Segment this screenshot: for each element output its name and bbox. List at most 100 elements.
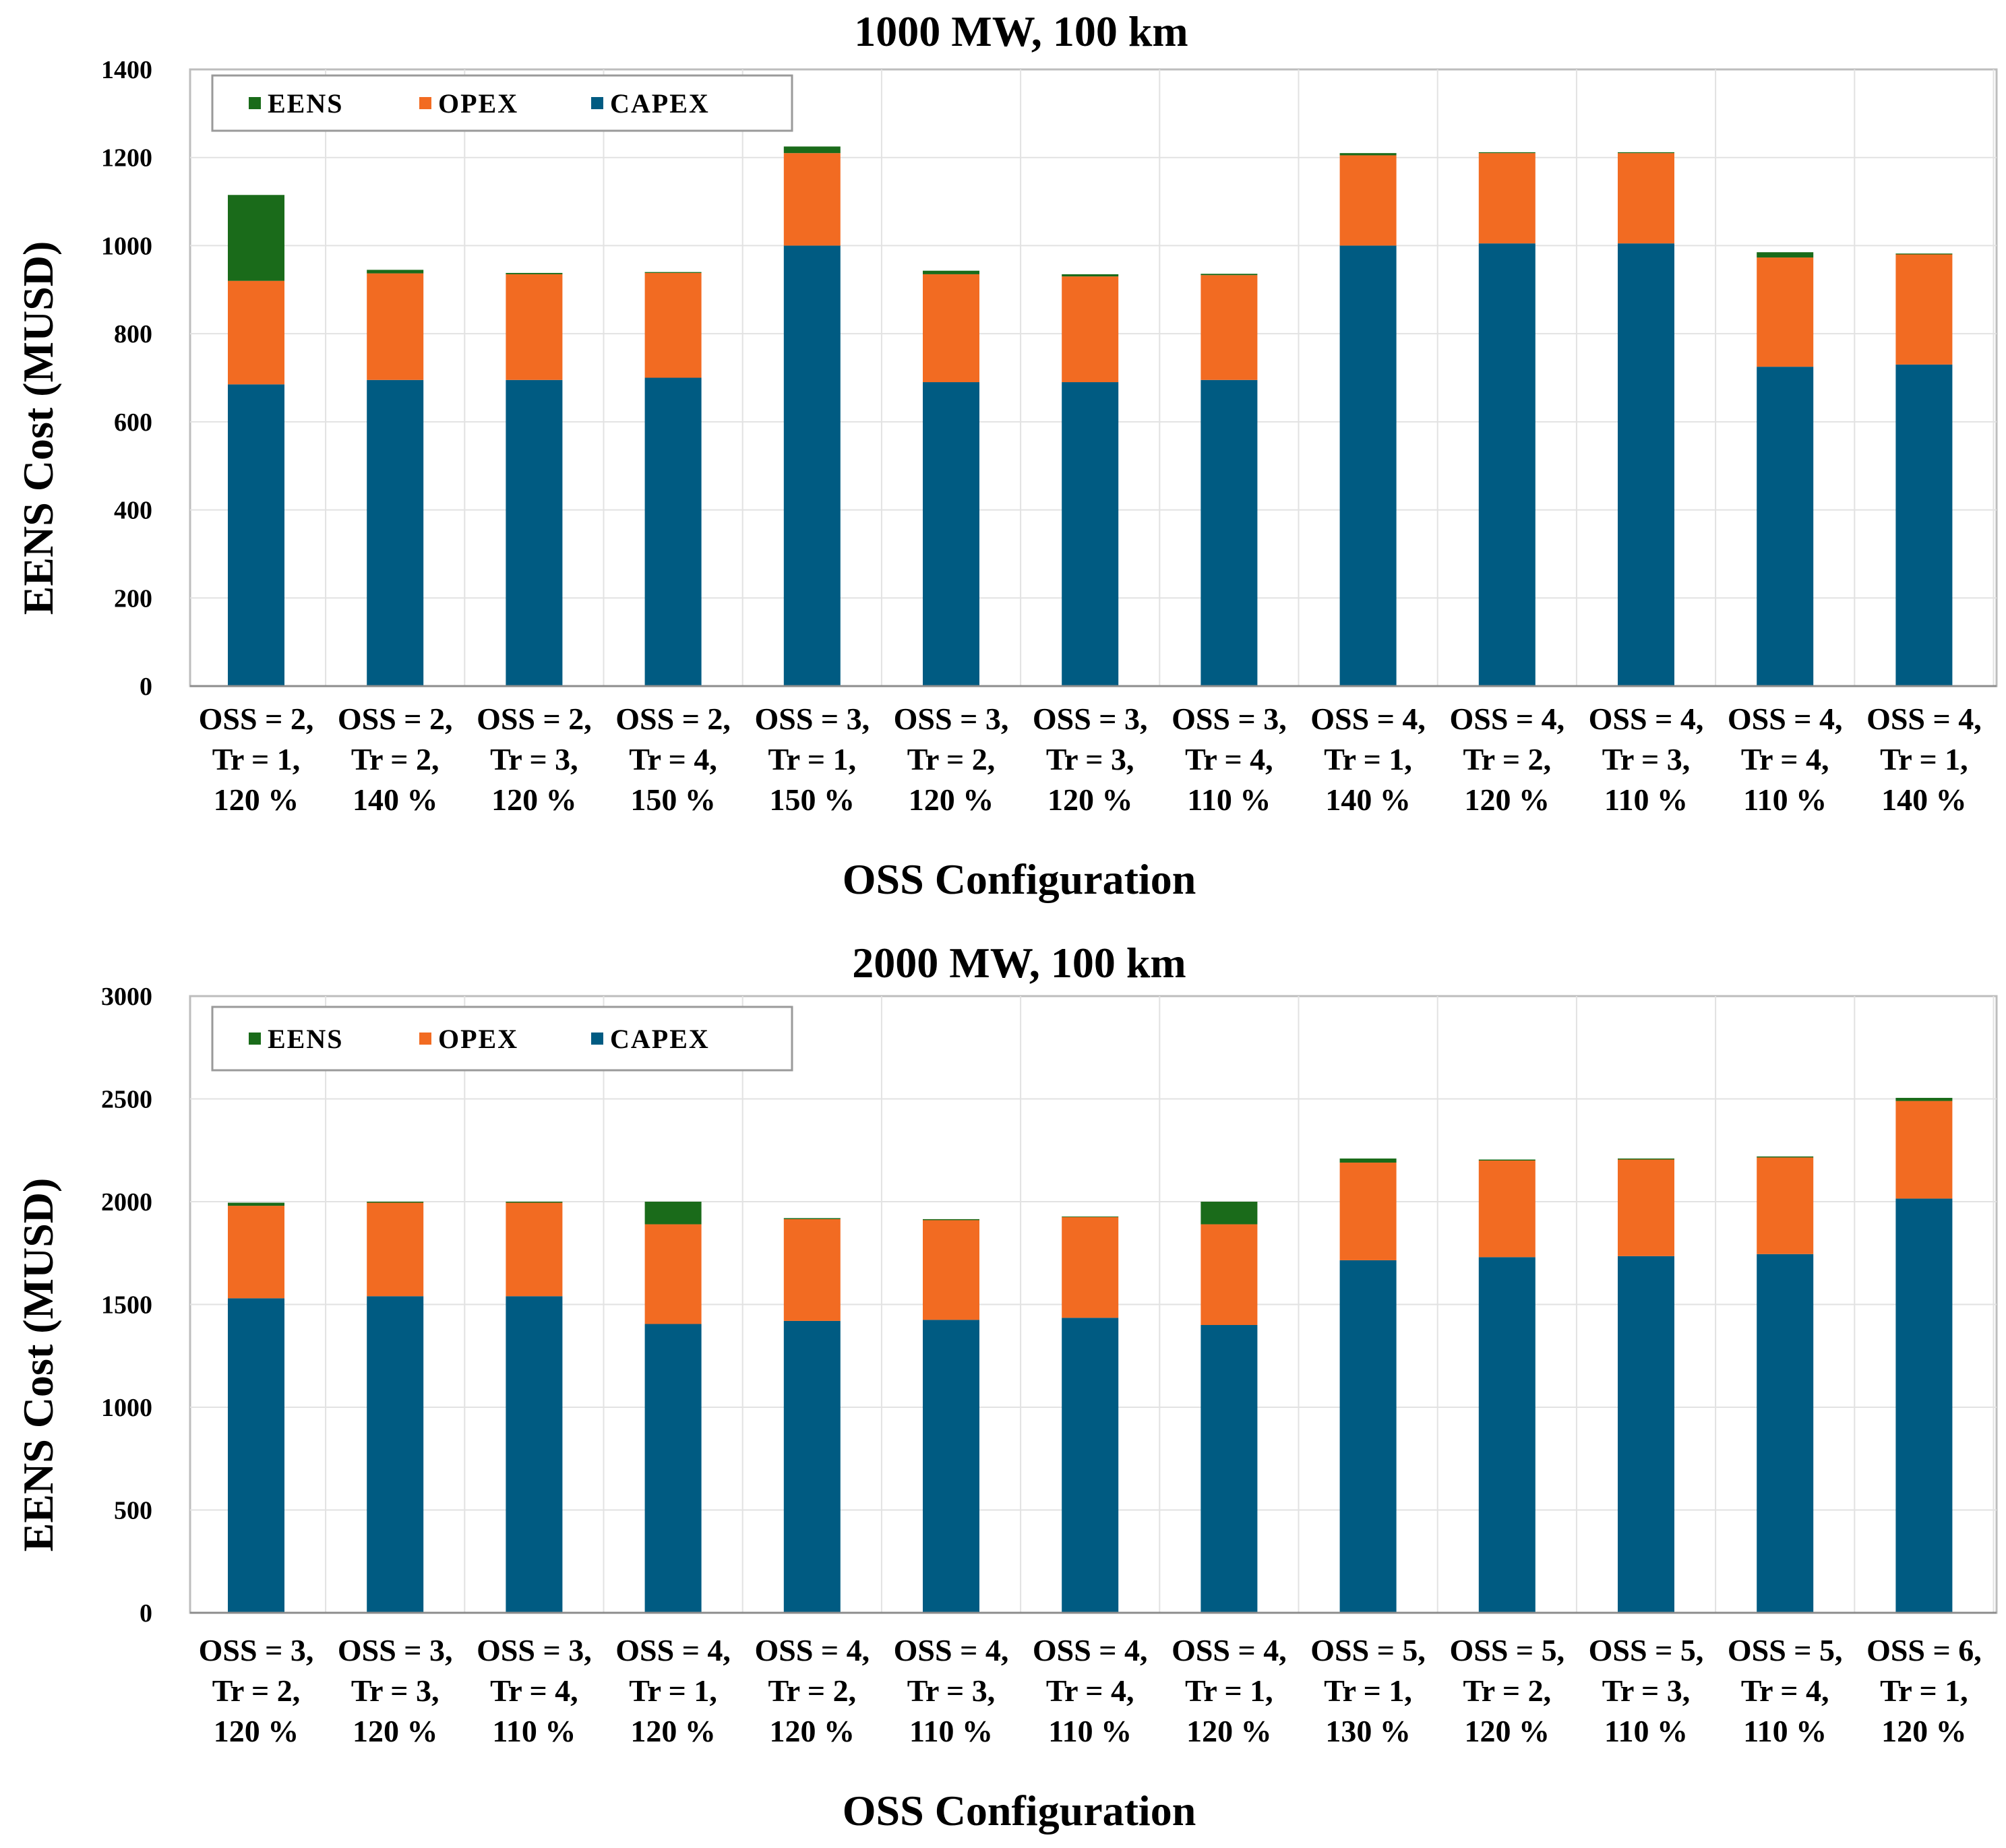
y-tick-label: 1000 [101, 232, 152, 260]
chart-1000mw: 1000 MW, 100 km EENS Cost (MUSD) OSS Con… [14, 7, 1998, 903]
x-tick-label: Tr = 4, [1185, 742, 1273, 776]
x-tick-label: 130 % [1325, 1714, 1411, 1748]
bar-opex-11 [1618, 153, 1674, 244]
legend-swatch-opex [419, 1033, 431, 1045]
bar-capex-10 [1478, 1257, 1536, 1613]
x-tick-label: 120 % [630, 1714, 716, 1748]
bar-capex-13 [1895, 1198, 1953, 1613]
y-tick-label: 2500 [101, 1086, 152, 1114]
x-tick-label: 110 % [1187, 782, 1271, 817]
x-axis-label: OSS Configuration [843, 1787, 1196, 1835]
bar-eens-3 [506, 1202, 563, 1203]
bar-capex-2 [367, 379, 424, 686]
bar-capex-5 [783, 1320, 841, 1613]
x-tick-label: Tr = 2, [351, 742, 439, 776]
x-tick-label: OSS = 4, [1728, 702, 1843, 736]
chart-title: 2000 MW, 100 km [852, 939, 1186, 987]
x-tick-label: 140 % [1881, 782, 1967, 817]
bar-opex-2 [367, 1202, 424, 1297]
x-tick-label: 110 % [1604, 1714, 1688, 1748]
bar-opex-10 [1478, 153, 1536, 244]
x-tick-label: 120 % [1047, 782, 1133, 817]
x-tick-label: Tr = 3, [907, 1673, 996, 1708]
bar-opex-4 [644, 272, 702, 378]
x-tick-label: Tr = 1, [1185, 1673, 1273, 1708]
bar-capex-4 [644, 1324, 702, 1613]
bar-opex-12 [1757, 257, 1814, 367]
y-axis-label: EENS Cost (MUSD) [14, 1178, 62, 1552]
legend-box [211, 1006, 793, 1072]
bar-capex-11 [1618, 243, 1674, 686]
bar-eens-4 [644, 272, 702, 273]
x-tick-label: 120 % [214, 782, 299, 817]
legend-swatch-opex [419, 97, 431, 109]
x-tick-label: OSS = 4, [1172, 1633, 1287, 1667]
legend: EENS OPEX CAPEX [211, 74, 793, 132]
bar-eens-2 [367, 1202, 424, 1203]
x-tick-label: OSS = 3, [894, 702, 1009, 736]
x-tick-label: Tr = 1, [1880, 1673, 1968, 1708]
y-tick-label: 2000 [101, 1188, 152, 1216]
x-tick-label: Tr = 3, [1602, 742, 1691, 776]
bar-opex-6 [923, 1220, 979, 1320]
y-tick-label: 800 [114, 320, 152, 348]
y-tick-label: 1500 [101, 1291, 152, 1320]
x-tick-label: 140 % [353, 782, 438, 817]
legend-label-eens: EENS [268, 88, 344, 119]
x-tick-label: Tr = 4, [1741, 1673, 1829, 1708]
bar-eens-5 [783, 1218, 841, 1219]
bar-opex-1 [228, 280, 284, 385]
chart-title: 1000 MW, 100 km [854, 7, 1188, 55]
y-tick-label: 0 [140, 673, 152, 701]
x-tick-label: OSS = 6, [1866, 1633, 1982, 1667]
bar-opex-8 [1200, 1224, 1258, 1325]
legend-label-eens: EENS [268, 1024, 344, 1054]
bar-opex-5 [783, 153, 841, 246]
bar-opex-4 [644, 1224, 702, 1324]
x-tick-label: 120 % [1465, 1714, 1550, 1748]
bar-capex-11 [1618, 1256, 1674, 1613]
bar-eens-3 [506, 272, 563, 274]
x-tick-label: 110 % [1048, 1714, 1132, 1748]
legend-swatch-eens [249, 1033, 261, 1045]
legend-label-capex: CAPEX [610, 1024, 710, 1054]
bar-eens-1 [228, 195, 284, 281]
y-tick-label: 1200 [101, 144, 152, 173]
legend-label-capex: CAPEX [610, 88, 710, 119]
x-tick-label: 120 % [1465, 782, 1550, 817]
x-tick-label: Tr = 3, [351, 1673, 439, 1708]
x-tick-label: OSS = 3, [1033, 702, 1148, 736]
bar-eens-12 [1757, 252, 1814, 258]
x-tick-label: OSS = 3, [338, 1633, 453, 1667]
x-tick-label: OSS = 4, [1866, 702, 1982, 736]
bar-opex-7 [1062, 1216, 1119, 1318]
x-tick-label: Tr = 2, [212, 1673, 301, 1708]
x-tick-label: OSS = 2, [338, 702, 453, 736]
x-tick-label: OSS = 5, [1589, 1633, 1704, 1667]
bar-opex-12 [1757, 1157, 1814, 1254]
bar-capex-6 [923, 1320, 979, 1613]
x-tick-label: OSS = 2, [199, 702, 314, 736]
chart-2000mw: 2000 MW, 100 km EENS Cost (MUSD) OSS Con… [14, 939, 1998, 1835]
y-tick-label: 200 [114, 584, 152, 613]
x-tick-label: 110 % [909, 1714, 993, 1748]
x-tick-label: OSS = 5, [1728, 1633, 1843, 1667]
y-axis-label: EENS Cost (MUSD) [14, 241, 62, 615]
bar-capex-10 [1478, 243, 1536, 686]
bar-opex-1 [228, 1206, 284, 1299]
bar-capex-7 [1062, 382, 1119, 686]
bar-capex-12 [1757, 1254, 1814, 1613]
bar-eens-5 [783, 146, 841, 154]
bar-opex-13 [1895, 254, 1953, 365]
x-tick-label: Tr = 2, [1463, 1673, 1552, 1708]
x-tick-label: OSS = 4, [1310, 702, 1426, 736]
x-tick-label: 150 % [630, 782, 716, 817]
x-tick-label: OSS = 3, [477, 1633, 592, 1667]
x-tick-label: Tr = 1, [768, 742, 857, 776]
x-tick-label: Tr = 2, [768, 1673, 857, 1708]
y-tick-label: 500 [114, 1497, 152, 1525]
bar-capex-9 [1339, 245, 1397, 686]
bar-opex-9 [1339, 1163, 1397, 1260]
x-tick-label: Tr = 2, [1463, 742, 1552, 776]
